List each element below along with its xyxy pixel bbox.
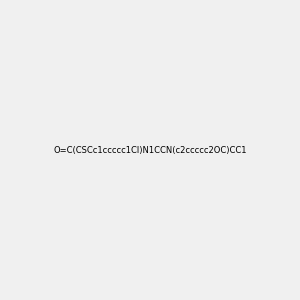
Text: O=C(CSCc1ccccc1Cl)N1CCN(c2ccccc2OC)CC1: O=C(CSCc1ccccc1Cl)N1CCN(c2ccccc2OC)CC1	[53, 146, 247, 154]
